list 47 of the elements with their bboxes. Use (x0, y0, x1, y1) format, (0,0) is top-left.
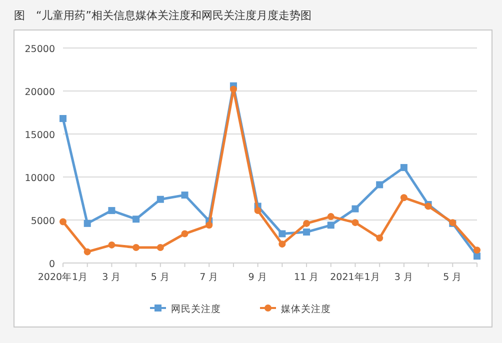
x-tick-label: 9 月 (248, 272, 268, 283)
y-tick-label: 5000 (30, 216, 55, 227)
y-tick-label: 25000 (24, 44, 55, 55)
point (108, 207, 116, 214)
x-tick-label: 3 月 (102, 272, 122, 283)
legend-label: 媒体关注度 (281, 303, 331, 315)
x-tick-label: 3 月 (394, 272, 414, 283)
point (60, 115, 66, 122)
y-tick-label: 0 (48, 259, 55, 270)
point (352, 219, 359, 226)
title: 图 “儿童用药”相关信息媒体关注度和网民关注度月度走势图 (14, 9, 312, 22)
x-tick-label: 11 月 (294, 272, 320, 283)
point (254, 207, 262, 214)
legend-label: 网民关注度 (171, 303, 221, 315)
point (327, 222, 334, 229)
point (84, 248, 91, 256)
x-tick-label: 5 月 (150, 272, 170, 283)
point (352, 205, 359, 212)
point (60, 218, 66, 226)
point (230, 86, 237, 93)
point (84, 220, 91, 227)
point (400, 164, 408, 172)
point (156, 244, 164, 252)
point (278, 240, 286, 248)
point (156, 196, 164, 203)
point (181, 192, 188, 199)
point (132, 216, 140, 223)
point (474, 252, 480, 260)
point (206, 222, 213, 229)
point (132, 244, 140, 252)
point (181, 230, 188, 238)
x-tick-label: 2021年1月 (330, 271, 380, 283)
y-tick-label: 10000 (24, 173, 55, 184)
point (303, 228, 310, 236)
x-tick-label: 7 月 (200, 272, 219, 283)
x-tick-label: 2020年1月 (38, 271, 88, 283)
point (278, 230, 286, 238)
point (474, 246, 480, 254)
point (376, 181, 384, 188)
point (400, 194, 408, 202)
point (303, 220, 310, 227)
y-tick-label: 15000 (24, 130, 55, 141)
point (376, 234, 384, 242)
x-tick-label: 5 月 (443, 272, 462, 283)
point (327, 213, 334, 220)
point (108, 241, 116, 248)
y-tick-label: 20000 (24, 87, 55, 98)
